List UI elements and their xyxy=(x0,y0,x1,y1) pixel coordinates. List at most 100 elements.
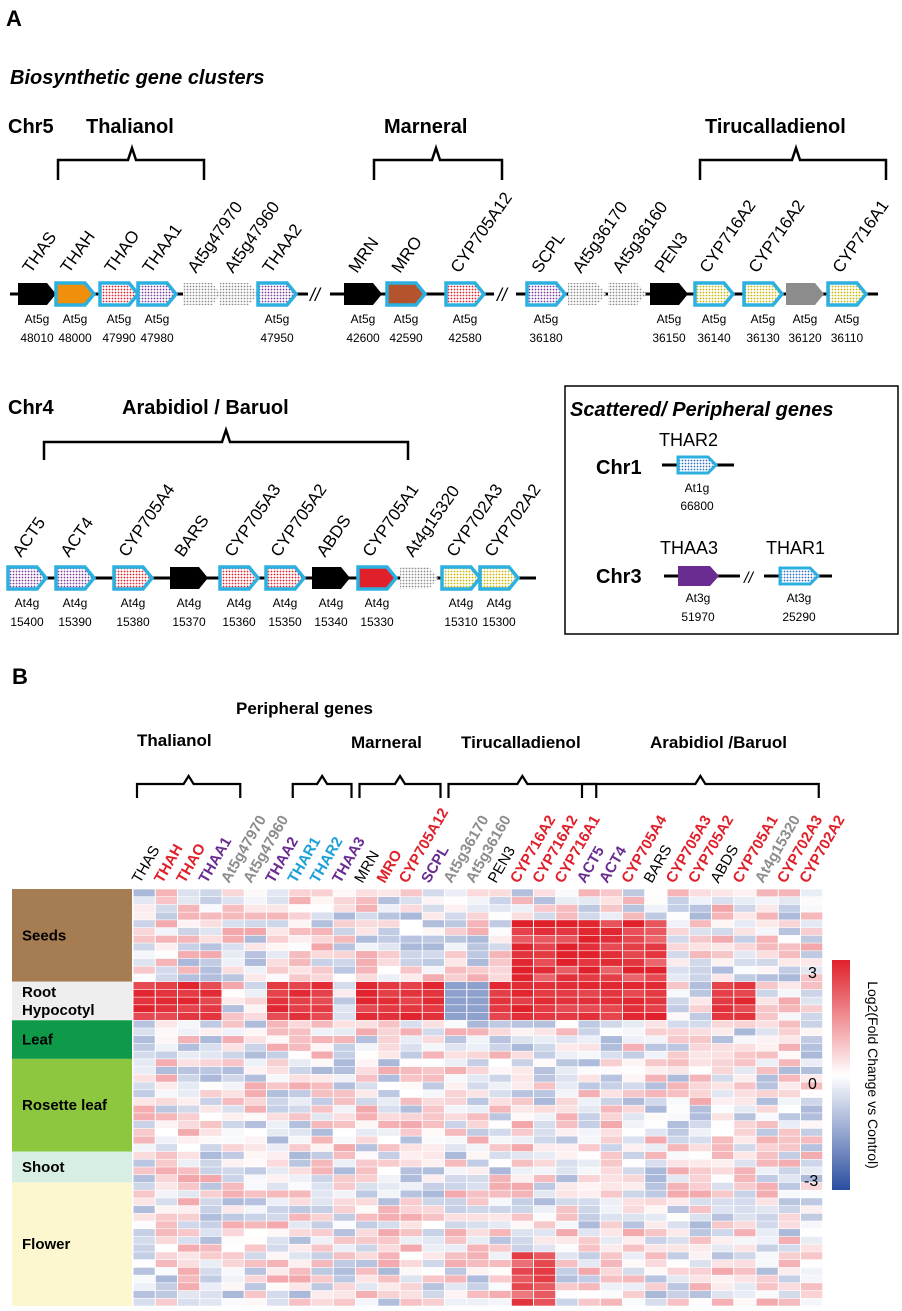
heatmap-cell xyxy=(356,1213,378,1221)
heatmap-cell xyxy=(534,1066,556,1075)
heatmap-cell xyxy=(178,966,200,974)
heatmap-cell xyxy=(756,981,778,990)
heatmap-cell xyxy=(400,1051,422,1059)
heatmap-cell xyxy=(311,1051,333,1059)
heatmap-cell xyxy=(222,1198,244,1206)
heatmap-cell xyxy=(333,1167,355,1175)
gene-cyp716a2 xyxy=(742,281,785,307)
heatmap-cell xyxy=(333,1120,355,1129)
heatmap-cell xyxy=(356,912,378,920)
heatmap-cell xyxy=(445,1090,467,1098)
heatmap-cell xyxy=(712,1136,734,1144)
heatmap-cell xyxy=(712,1283,734,1291)
heatmap-cell xyxy=(400,1043,422,1051)
heatmap-cell xyxy=(801,1066,823,1075)
heatmap-cell xyxy=(222,1205,244,1214)
heatmap-cell xyxy=(489,1182,511,1190)
thaa3-gene xyxy=(678,566,719,586)
heatmap-cell xyxy=(422,1182,444,1190)
gene-label: SCPL xyxy=(528,229,569,276)
heatmap-cell xyxy=(756,1267,778,1275)
heatmap-cell xyxy=(356,1167,378,1175)
heatmap-cell xyxy=(756,1236,778,1244)
heatmap-cell xyxy=(222,974,244,982)
heatmap-cell xyxy=(689,1283,711,1291)
heatmap-cell xyxy=(511,1205,533,1214)
heatmap-cell xyxy=(600,1175,622,1183)
heatmap-cell xyxy=(289,1267,311,1275)
heatmap-cell xyxy=(378,1221,400,1229)
heatmap-cell xyxy=(556,1175,578,1183)
heatmap-cell xyxy=(534,1167,556,1175)
heatmap-cell xyxy=(445,1182,467,1190)
heatmap-cell xyxy=(756,1097,778,1105)
heatmap-cell xyxy=(534,1113,556,1121)
heatmap-cell xyxy=(734,1082,756,1090)
heatmap-cell xyxy=(400,1128,422,1136)
heatmap-cell xyxy=(623,1244,645,1252)
heatmap-cell xyxy=(489,1167,511,1175)
heatmap-cell xyxy=(289,1259,311,1268)
gene-id-prefix: At4g xyxy=(449,596,474,610)
heatmap-cell xyxy=(578,1120,600,1129)
heatmap-cell xyxy=(133,1020,155,1028)
heatmap-cell xyxy=(623,1136,645,1144)
heatmap-cell xyxy=(311,1059,333,1067)
heatmap-cell xyxy=(155,1105,177,1113)
heatmap-cell xyxy=(801,1167,823,1175)
heatmap-cell xyxy=(511,927,533,936)
heatmap-cell xyxy=(578,1252,600,1260)
heatmap-cell xyxy=(200,974,222,982)
heatmap-cell xyxy=(200,897,222,905)
heatmap-cell xyxy=(222,1090,244,1098)
heatmap-cell xyxy=(378,974,400,982)
heatmap-cell xyxy=(378,1105,400,1113)
heatmap-cell xyxy=(645,1244,667,1252)
thar2-id2: 66800 xyxy=(680,499,714,513)
group-tirucalladienol-label: Tirucalladienol xyxy=(461,733,581,752)
heatmap-cell xyxy=(200,1221,222,1229)
heatmap-cell xyxy=(133,904,155,912)
heatmap-cell xyxy=(534,1097,556,1105)
heatmap-cell xyxy=(289,1229,311,1237)
heatmap-cell xyxy=(400,1244,422,1252)
heatmap-cell xyxy=(600,927,622,936)
heatmap-cell xyxy=(133,1229,155,1237)
heatmap-cell xyxy=(623,927,645,936)
heatmap-cell xyxy=(422,1097,444,1105)
heatmap-cell xyxy=(801,1213,823,1221)
heatmap-cell xyxy=(178,1159,200,1167)
heatmap-cell xyxy=(534,951,556,959)
heatmap-cell xyxy=(178,1036,200,1044)
heatmap-cell xyxy=(801,1082,823,1090)
heatmap-cell xyxy=(645,1120,667,1129)
heatmap-cell xyxy=(778,1066,800,1075)
gene-id-prefix: At5g xyxy=(657,312,682,326)
heatmap-cell xyxy=(311,1128,333,1136)
heatmap-cell xyxy=(778,989,800,997)
heatmap-cell xyxy=(534,1012,556,1020)
heatmap-cell xyxy=(734,1221,756,1229)
chr4-label: Chr4 xyxy=(8,397,54,419)
gene-id-number: 15310 xyxy=(444,615,478,629)
heatmap-cell xyxy=(267,1205,289,1214)
heatmap-cell xyxy=(222,1213,244,1221)
heatmap-cell xyxy=(356,1028,378,1036)
heatmap-cell xyxy=(600,1252,622,1260)
heatmap-cell xyxy=(712,1113,734,1121)
heatmap-cell xyxy=(333,1043,355,1051)
heatmap-cell xyxy=(400,1012,422,1020)
heatmap-cell xyxy=(422,989,444,997)
heatmap-cell xyxy=(467,1051,489,1059)
heatmap-cell xyxy=(600,981,622,990)
heatmap-cell xyxy=(356,920,378,928)
heatmap-cell xyxy=(778,974,800,982)
heatmap-cell xyxy=(801,997,823,1005)
heatmap-cell xyxy=(311,1290,333,1298)
heatmap-cell xyxy=(289,904,311,912)
heatmap-cell xyxy=(267,1066,289,1075)
heatmap-cell xyxy=(511,1229,533,1237)
heatmap-cell xyxy=(155,897,177,905)
heatmap-cell xyxy=(356,1005,378,1013)
